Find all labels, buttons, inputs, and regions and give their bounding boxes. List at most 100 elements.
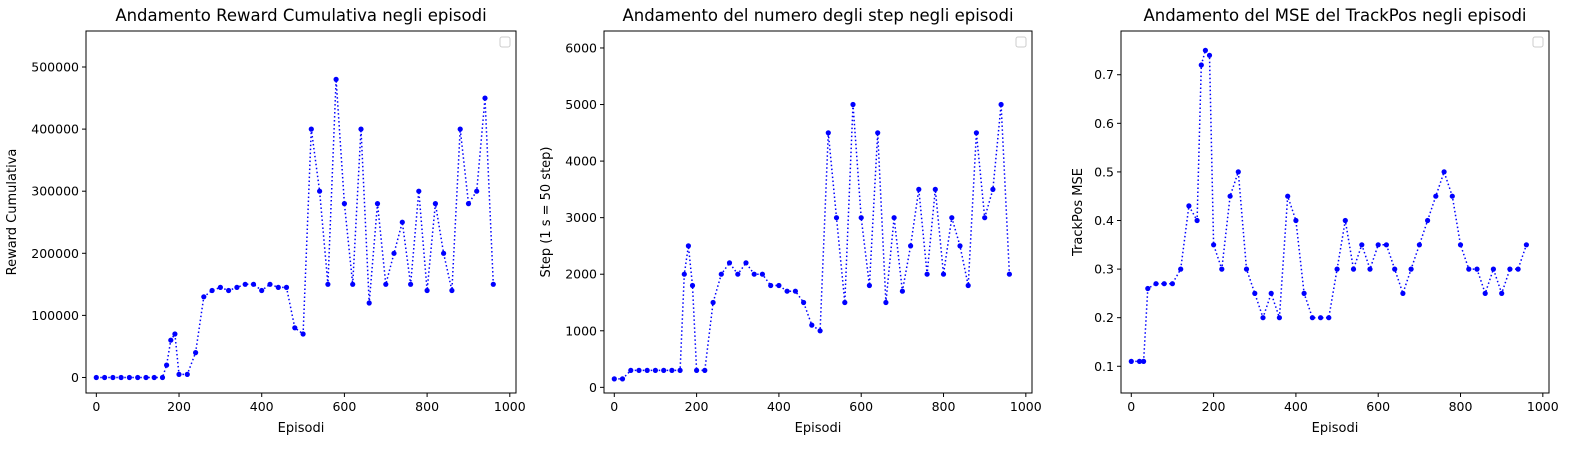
data-point	[792, 288, 799, 294]
data-point	[1161, 281, 1167, 287]
data-point	[899, 288, 906, 294]
data-point	[358, 126, 364, 132]
data-point	[325, 281, 331, 287]
data-point	[1433, 193, 1439, 199]
data-point	[1400, 290, 1406, 296]
data-point	[1243, 266, 1250, 272]
data-point	[1425, 217, 1431, 224]
data-point	[234, 284, 240, 290]
data-point	[957, 243, 963, 249]
data-point	[1227, 193, 1233, 199]
data-point	[350, 281, 356, 287]
data-point	[1309, 315, 1315, 321]
data-point	[776, 282, 782, 289]
chart-panel-steps: Andamento del numero degli step negli ep…	[539, 6, 1042, 436]
y-tick-label: 1000	[565, 323, 597, 338]
data-point	[259, 287, 265, 294]
y-tick-label: 3000	[565, 210, 597, 225]
chart-title: Andamento del numero degli step negli ep…	[622, 6, 1013, 25]
data-point	[1383, 242, 1389, 248]
data-point	[924, 271, 930, 277]
data-point	[694, 367, 700, 373]
data-point	[949, 215, 955, 221]
axes-frame	[603, 30, 1033, 394]
chart-panel-reward: Andamento Reward Cumulativa negli episod…	[5, 6, 526, 436]
data-point	[1198, 62, 1204, 68]
y-tick-label: 100000	[31, 308, 79, 323]
chart-title: Andamento Reward Cumulativa negli episod…	[115, 6, 486, 25]
data-point	[891, 215, 897, 221]
x-tick-label: 200	[1202, 399, 1226, 414]
x-tick-label: 400	[250, 399, 274, 414]
series-line	[1131, 48, 1528, 363]
data-point	[242, 281, 248, 287]
y-tick-label: 2000	[565, 267, 597, 282]
y-tick-label: 200000	[31, 246, 79, 261]
data-point	[685, 243, 692, 249]
data-point	[726, 260, 733, 266]
data-point	[118, 374, 124, 381]
data-point	[226, 287, 232, 294]
x-tick-label: 1000	[494, 399, 526, 414]
y-tick-label: 500000	[31, 60, 79, 75]
data-point	[1507, 266, 1513, 272]
data-point	[1318, 315, 1324, 321]
data-point	[669, 367, 675, 373]
data-point	[1145, 285, 1151, 292]
series-line	[96, 79, 495, 379]
axes-frame	[85, 30, 517, 394]
data-point	[743, 260, 749, 266]
data-point	[1293, 217, 1299, 224]
x-tick-label: 800	[932, 399, 956, 414]
series-line	[614, 104, 1011, 380]
data-point	[1276, 315, 1282, 321]
data-point	[151, 374, 157, 381]
y-tick-label: 0	[71, 370, 79, 385]
legend-box	[1532, 36, 1544, 48]
data-point	[275, 284, 281, 290]
data-point	[1375, 242, 1381, 248]
data-point	[176, 371, 182, 377]
data-point	[1326, 315, 1332, 321]
data-point	[317, 188, 323, 194]
data-point	[482, 95, 488, 101]
data-point	[965, 282, 971, 289]
data-point	[689, 282, 696, 289]
data-point	[1006, 271, 1013, 277]
data-point	[1449, 193, 1455, 199]
data-point	[416, 188, 422, 194]
data-point	[990, 186, 996, 192]
data-point	[1285, 193, 1291, 199]
data-point	[184, 371, 190, 377]
data-point	[1342, 217, 1348, 224]
data-point	[751, 271, 757, 277]
data-point	[908, 243, 914, 249]
y-tick-label: 5000	[565, 97, 597, 112]
data-point	[1499, 290, 1505, 296]
axes-frame	[1120, 30, 1550, 394]
data-point	[883, 299, 889, 306]
y-tick-label: 6000	[565, 40, 597, 55]
data-point	[1136, 358, 1143, 364]
chart-panel-trackpos-mse: Andamento del MSE del TrackPos negli epi…	[1071, 6, 1559, 436]
data-point	[1408, 266, 1414, 272]
data-point	[998, 101, 1004, 108]
data-point	[842, 299, 848, 306]
data-point	[702, 367, 708, 373]
x-tick-label: 200	[685, 399, 709, 414]
data-point	[1178, 266, 1184, 272]
data-point	[283, 284, 290, 290]
data-point	[611, 376, 617, 382]
data-point	[1252, 290, 1258, 296]
data-point	[193, 350, 199, 356]
y-tick-label: 0.4	[1094, 213, 1114, 228]
data-point	[474, 188, 480, 194]
x-axis-label: Episodi	[278, 421, 325, 436]
data-point	[1301, 290, 1307, 296]
data-point	[201, 294, 207, 300]
data-point	[973, 130, 980, 136]
y-tick-label: 0.5	[1094, 164, 1114, 179]
x-tick-label: 0	[1127, 399, 1135, 414]
x-tick-label: 0	[92, 399, 100, 414]
